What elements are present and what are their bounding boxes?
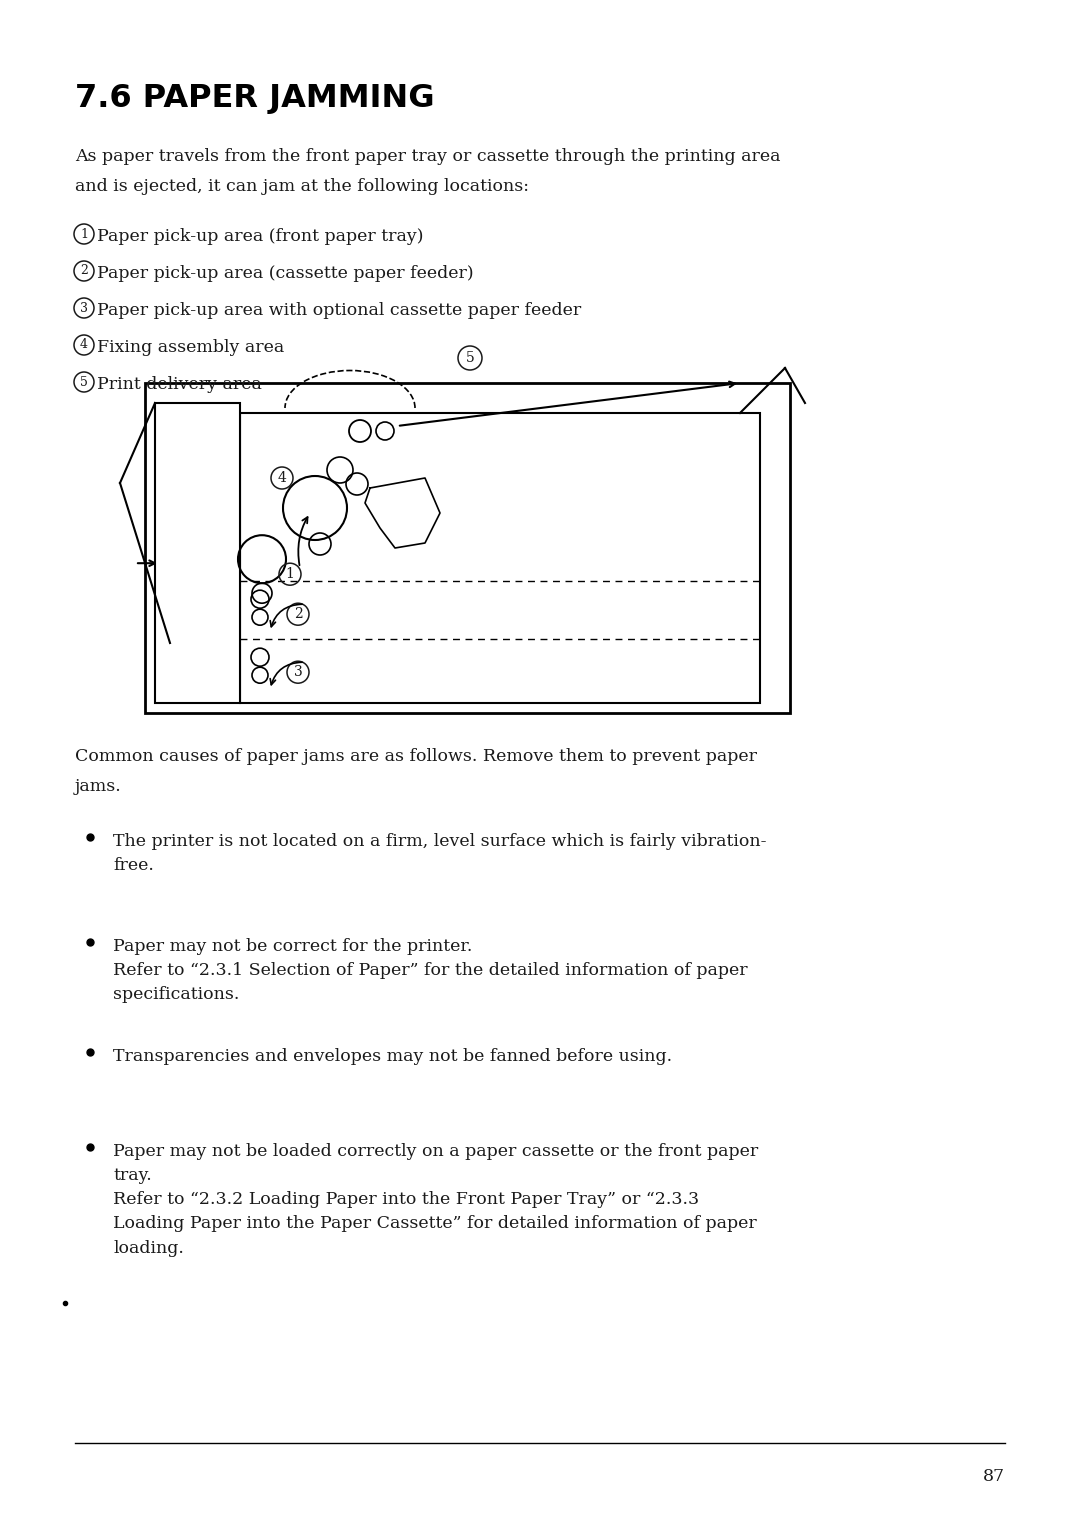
Bar [156, 403, 240, 704]
Text: Common causes of paper jams are as follows. Remove them to prevent paper: Common causes of paper jams are as follo… [75, 748, 757, 765]
Text: 7.6 PAPER JAMMING: 7.6 PAPER JAMMING [75, 83, 434, 113]
Text: 5: 5 [80, 376, 87, 388]
Text: Paper may not be loaded correctly on a paper cassette or the front paper
tray.
R: Paper may not be loaded correctly on a p… [113, 1144, 758, 1257]
Text: As paper travels from the front paper tray or cassette through the printing area: As paper travels from the front paper tr… [75, 149, 781, 166]
Text: Paper may not be correct for the printer.
Refer to “2.3.1 Selection of Paper” fo: Paper may not be correct for the printer… [113, 938, 747, 1003]
Text: Paper pick-up area with optional cassette paper feeder: Paper pick-up area with optional cassett… [97, 302, 581, 319]
Text: 87: 87 [983, 1469, 1005, 1485]
Text: 4: 4 [80, 339, 87, 351]
Text: Paper pick-up area (front paper tray): Paper pick-up area (front paper tray) [97, 228, 423, 245]
Text: Fixing assembly area: Fixing assembly area [97, 339, 284, 356]
Text: The printer is not located on a firm, level surface which is fairly vibration-
f: The printer is not located on a firm, le… [113, 832, 767, 874]
Text: Transparencies and envelopes may not be fanned before using.: Transparencies and envelopes may not be … [113, 1049, 672, 1065]
Text: 1: 1 [80, 227, 87, 241]
Text: 3: 3 [80, 302, 87, 314]
Text: 4: 4 [278, 471, 286, 484]
Text: 2: 2 [294, 607, 302, 621]
Text: Paper pick-up area (cassette paper feeder): Paper pick-up area (cassette paper feede… [97, 265, 474, 282]
Text: 3: 3 [294, 665, 302, 679]
Text: and is ejected, it can jam at the following locations:: and is ejected, it can jam at the follow… [75, 178, 529, 195]
Text: 5: 5 [465, 351, 474, 365]
Bar [240, 412, 760, 704]
Text: 2: 2 [80, 265, 87, 277]
Text: 1: 1 [285, 567, 295, 581]
Text: Print delivery area: Print delivery area [97, 376, 261, 392]
Bar [145, 383, 789, 713]
Text: jams.: jams. [75, 779, 122, 796]
